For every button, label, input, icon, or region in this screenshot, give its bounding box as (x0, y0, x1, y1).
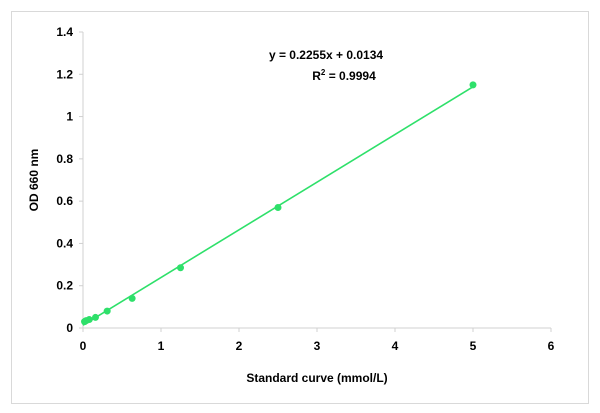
x-tick-label: 5 (470, 339, 477, 353)
y-axis-title: OD 660 nm (27, 149, 41, 212)
chart-frame (11, 11, 589, 404)
y-tick-label: 0.8 (56, 152, 73, 166)
data-point (128, 294, 136, 302)
data-point (469, 81, 477, 89)
x-tick-label: 4 (392, 339, 399, 353)
data-point (91, 313, 99, 321)
data-point (177, 264, 184, 272)
data-points (81, 81, 477, 326)
y-ticks: 0 0.2 0.4 0.6 0.8 1 1.2 1.4 (56, 25, 83, 335)
r-squared-label: R2 = 0.9994 (312, 68, 376, 83)
x-ticks: 0 1 2 3 4 5 6 (80, 328, 555, 353)
equation-label: y = 0.2255x + 0.0134 (269, 48, 383, 62)
data-point (274, 203, 282, 211)
r-value: = 0.9994 (325, 69, 376, 83)
data-point (85, 316, 93, 324)
y-tick-label: 0.2 (56, 279, 73, 293)
y-tick-label: 0 (66, 321, 73, 335)
y-tick-label: 0.4 (56, 236, 73, 250)
y-tick-label: 0.6 (56, 194, 73, 208)
x-tick-label: 3 (314, 339, 321, 353)
y-tick-label: 1.2 (56, 67, 73, 81)
x-tick-label: 2 (236, 339, 243, 353)
x-axis-title: Standard curve (mmol/L) (246, 371, 387, 385)
r-symbol: R (312, 69, 321, 83)
x-tick-label: 1 (158, 339, 165, 353)
x-tick-label: 6 (548, 339, 555, 353)
data-point (103, 307, 111, 315)
x-tick-label: 0 (80, 339, 87, 353)
y-tick-label: 1.4 (56, 25, 73, 39)
r-superscript: 2 (321, 68, 326, 77)
y-tick-label: 1 (66, 110, 73, 124)
